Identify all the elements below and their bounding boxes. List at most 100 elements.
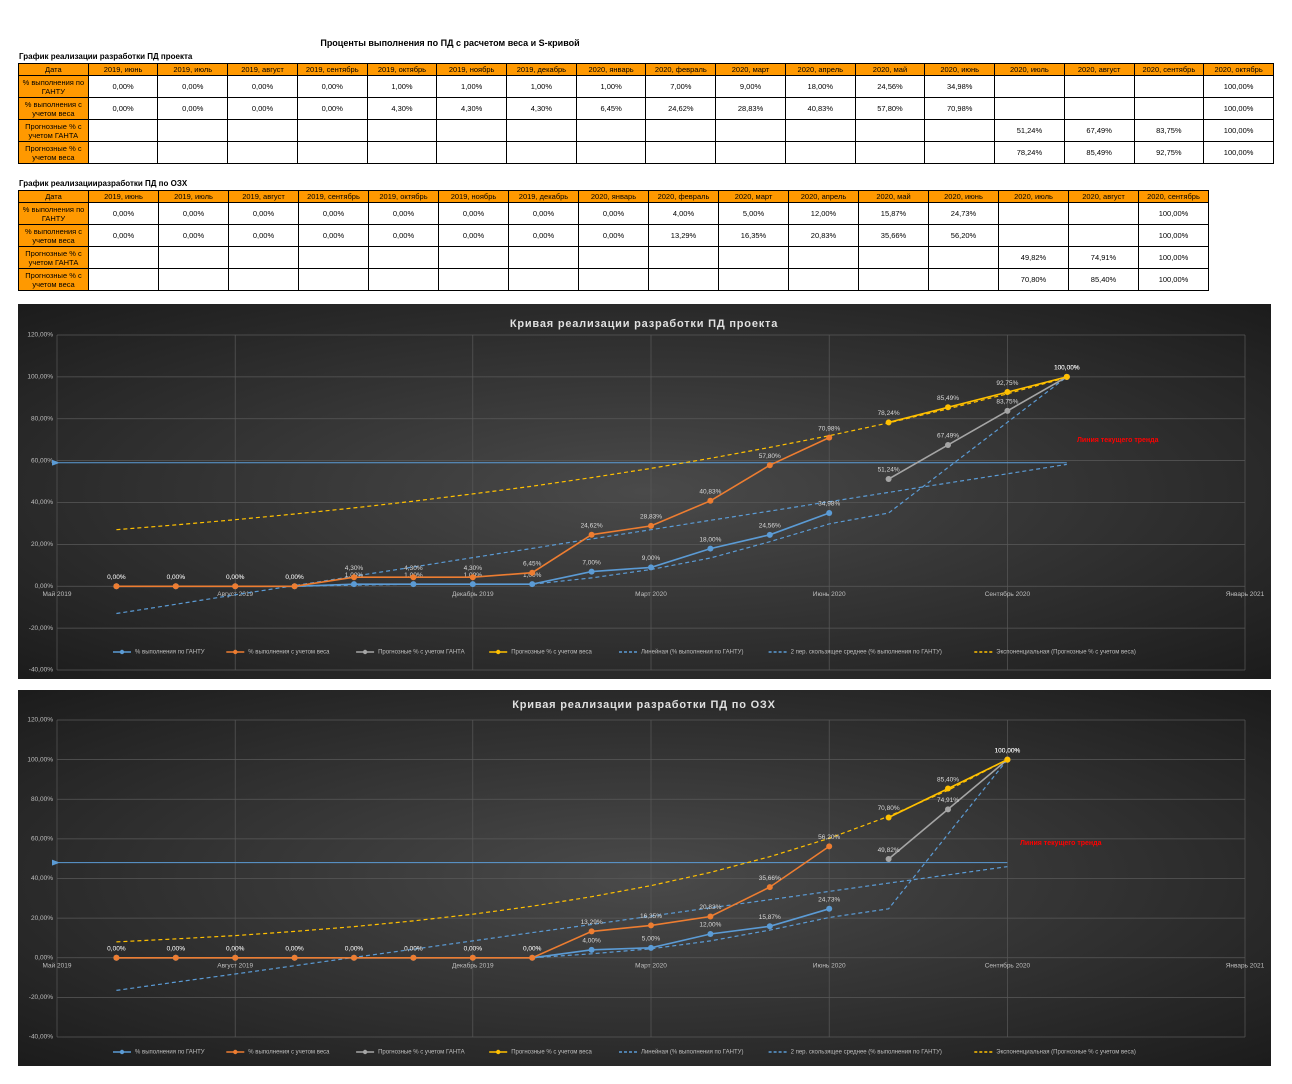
cell: 34,98%: [924, 75, 996, 98]
header-cell: 2020, апрель: [788, 190, 859, 203]
legend-label: % выполнения по ГАНТУ: [135, 650, 205, 656]
cell: [298, 246, 369, 269]
cell: [994, 75, 1065, 98]
chart-background: [18, 304, 1271, 679]
data-point: [113, 954, 120, 961]
cell: 4,00%: [648, 202, 719, 225]
legend-label: 2 пер. скользящее среднее (% выполнения …: [791, 650, 942, 656]
data-point: [707, 545, 714, 552]
cell: [998, 202, 1069, 225]
legend-marker: [119, 1049, 125, 1055]
cell: 0,00%: [157, 75, 229, 98]
cell: 5,00%: [718, 202, 789, 225]
y-tick-label: -40,00%: [29, 1034, 53, 1041]
data-label: 4,30%: [404, 565, 423, 572]
cell: 70,98%: [924, 97, 996, 120]
data-point: [172, 954, 179, 961]
cell: 0,00%: [157, 97, 229, 120]
data-label: 24,56%: [759, 523, 781, 530]
cell: 0,00%: [88, 202, 159, 225]
data-point: [588, 946, 595, 953]
table-row: % выполнения с учетом веса 0,00% 0,00% 0,00…: [18, 97, 1274, 120]
cell: [718, 268, 789, 291]
x-tick-label: Январь 2021: [1226, 591, 1265, 598]
data-point: [648, 944, 654, 951]
header-cell: 2019, июнь: [88, 190, 159, 203]
legend-label: % выполнения по ГАНТУ: [135, 1050, 205, 1056]
cell: [438, 246, 509, 269]
cell: [645, 141, 717, 164]
data-point: [648, 522, 654, 529]
data-point: [945, 785, 951, 792]
table-title: График реализации разработки ПД проекта: [19, 52, 193, 61]
data-point: [1004, 756, 1011, 763]
legend-marker: [233, 649, 238, 655]
cell: [928, 268, 999, 291]
cell: [718, 246, 789, 269]
cell: 100,00%: [1138, 224, 1209, 247]
cell: 85,40%: [1068, 268, 1139, 291]
data-label: 74,91%: [937, 797, 959, 804]
data-point: [588, 928, 595, 935]
data-label: 0,00%: [226, 574, 245, 581]
data-point: [766, 923, 773, 930]
data-label: 0,00%: [107, 574, 126, 581]
chart: Кривая реализации разработки ПД проекта -…: [18, 304, 1271, 679]
data-point: [826, 510, 833, 517]
cell: [715, 141, 786, 164]
header-cell: 2020, сентябрь: [1138, 190, 1209, 203]
data-point: [766, 462, 773, 469]
header-cell: 2019, сентябрь: [298, 190, 369, 203]
cell: [366, 119, 438, 142]
cell: 0,00%: [578, 224, 649, 247]
header-cell: 2020, март: [718, 190, 789, 203]
cell: [648, 246, 719, 269]
data-label: 4,30%: [464, 565, 483, 572]
cell: 0,00%: [438, 224, 509, 247]
cell: 74,91%: [1068, 246, 1139, 269]
data-label: 16,35%: [640, 913, 662, 920]
cell: [436, 141, 508, 164]
data-label: 56,20%: [818, 834, 840, 841]
chart-background: [18, 690, 1271, 1066]
cell: [858, 246, 929, 269]
header-cell: 2020, июль: [998, 190, 1069, 203]
cell: 0,00%: [227, 75, 298, 98]
header-cell: 2020, июнь: [924, 63, 996, 76]
cell: 100,00%: [1203, 141, 1274, 164]
data-label: 5,00%: [642, 936, 661, 943]
legend-marker: [496, 1049, 501, 1055]
table: Дата 2019, июнь 2019, июль 2019, август 2019…: [18, 190, 1209, 291]
data-point: [469, 574, 476, 581]
legend-label: Экспоненциальная (Прогнозные % с учетом …: [996, 650, 1136, 656]
cell: [298, 268, 369, 291]
cell: 100,00%: [1138, 202, 1209, 225]
data-point: [885, 475, 892, 482]
data-label: 28,83%: [640, 514, 662, 521]
header-cell: 2020, май: [854, 63, 926, 76]
data-point: [232, 954, 239, 961]
data-label: 40,83%: [699, 488, 721, 495]
header-cell: 2019, декабрь: [508, 190, 579, 203]
cell: [438, 268, 509, 291]
data-label: 0,00%: [226, 945, 245, 952]
cell: [508, 246, 579, 269]
cell: [87, 119, 159, 142]
cell: [506, 141, 577, 164]
data-label: 18,00%: [699, 536, 721, 543]
cell: [436, 119, 508, 142]
data-label: 85,49%: [937, 395, 959, 402]
cell: [645, 119, 717, 142]
data-label: 70,98%: [818, 425, 840, 432]
trend-line: [116, 759, 1008, 943]
data-label: 78,24%: [878, 410, 900, 417]
cell: [227, 141, 298, 164]
data-point: [410, 574, 417, 581]
x-tick-label: Январь 2021: [1226, 962, 1265, 969]
data-label: 0,00%: [167, 574, 186, 581]
data-label: 100,00%: [1054, 365, 1080, 372]
legend-label: 2 пер. скользящее среднее (% выполнения …: [791, 1050, 942, 1056]
x-tick-label: Март 2020: [635, 962, 667, 969]
cell: [296, 119, 368, 142]
data-point: [1004, 407, 1011, 414]
